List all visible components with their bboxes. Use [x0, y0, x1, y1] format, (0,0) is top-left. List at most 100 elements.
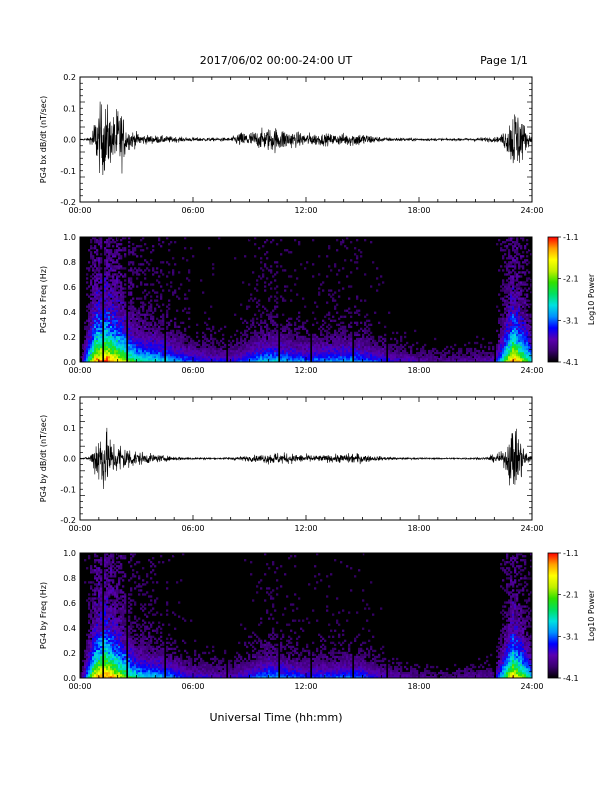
spectrogram-cell: [98, 299, 101, 302]
spectrogram-cell: [178, 345, 181, 349]
spectrogram-cell: [170, 343, 173, 347]
spectrogram-cell: [508, 297, 511, 300]
spectrogram-cell: [108, 283, 111, 286]
spectrogram-cell: [298, 347, 301, 351]
spectrogram-cell: [106, 329, 109, 333]
spectrogram-cell: [326, 325, 329, 329]
spectrogram-cell: [526, 251, 529, 254]
spectrogram-cell: [508, 249, 511, 252]
spectrogram-cell: [90, 567, 93, 570]
spectrogram-cell: [478, 355, 481, 359]
spectrogram-cell: [158, 319, 161, 322]
spectrogram-cell: [136, 329, 139, 333]
spectrogram-cell: [468, 347, 471, 351]
spectrogram-cell: [172, 273, 175, 276]
spectrogram-cell: [376, 347, 379, 351]
spectrogram-cell: [300, 357, 303, 361]
spectrogram-cell: [216, 347, 219, 351]
spectrogram-cell: [342, 331, 345, 335]
spectrogram-cell: [108, 345, 111, 349]
spectrogram-cell: [108, 263, 111, 266]
spectrogram-cell: [194, 347, 197, 351]
spectrogram-cell: [322, 337, 325, 341]
spectrogram-cell: [268, 335, 271, 339]
spectrogram-cell: [84, 339, 87, 343]
spectrogram-cell: [170, 329, 173, 333]
spectrogram-cell: [130, 311, 133, 314]
spectrogram-cell: [134, 353, 137, 357]
spectrogram-cell: [158, 359, 161, 363]
spectrogram-cell: [166, 351, 169, 355]
spectrogram-cell: [98, 325, 101, 329]
spectrogram-cell: [96, 241, 99, 244]
spectrogram-cell: [396, 349, 399, 353]
spectrogram-cell: [82, 343, 85, 347]
spectrogram-cell: [112, 245, 115, 248]
spectrogram-cell: [92, 655, 95, 659]
spectrogram-cell: [394, 357, 397, 361]
spectrogram-cell: [150, 339, 153, 343]
spectrogram-cell: [454, 357, 457, 361]
spectrogram-cell: [512, 305, 515, 308]
spectrogram-cell: [178, 271, 181, 274]
spectrogram-cell: [356, 333, 359, 337]
spectrogram-cell: [374, 341, 377, 345]
spectrogram-cell: [104, 289, 107, 292]
spectrogram-cell: [108, 241, 111, 244]
spectrogram-cell: [114, 343, 117, 347]
spectrogram-cell: [306, 337, 309, 341]
spectrogram-cell: [134, 271, 137, 274]
spectrogram-cell: [144, 339, 147, 343]
spectrogram-cell: [84, 559, 87, 562]
spectrogram-cell: [154, 307, 157, 310]
spectrogram-cell: [514, 319, 517, 322]
spectrogram-cell: [274, 287, 277, 290]
spectrogram-cell: [342, 267, 345, 270]
spectrogram-cell: [130, 291, 133, 294]
spectrogram-cell: [92, 263, 95, 266]
spectrogram-cell: [326, 351, 329, 355]
spectrogram-cell: [202, 347, 205, 351]
spectrogram-cell: [184, 327, 187, 331]
spectrogram-cell: [90, 333, 93, 337]
spectrogram-cell: [110, 285, 113, 288]
spectrogram-cell: [114, 269, 117, 272]
spectrogram-cell: [128, 241, 131, 244]
spectrogram-cell: [314, 337, 317, 341]
spectrogram-cell: [508, 239, 511, 242]
spectrogram-cell: [178, 349, 181, 353]
spectrogram-cell: [86, 653, 89, 657]
spectrogram-cell: [82, 351, 85, 355]
spectrogram-cell: [302, 349, 305, 353]
spectrogram-cell: [516, 343, 519, 347]
spectrogram-cell: [92, 651, 95, 655]
spectrogram-cell: [146, 293, 149, 296]
spectrogram-cell: [230, 351, 233, 355]
spectrogram-cell: [140, 359, 143, 363]
spectrogram-cell: [314, 341, 317, 345]
spectrogram-cell: [180, 333, 183, 337]
spectrogram-cell: [94, 355, 97, 359]
spectrogram-cell: [116, 251, 119, 254]
spectrogram-cell: [324, 337, 327, 341]
spectrogram-cell: [528, 277, 531, 280]
spectrogram-cell: [106, 297, 109, 300]
spectrogram-cell: [198, 359, 201, 363]
spectrogram-cell: [92, 627, 95, 630]
spectrogram-cell: [512, 355, 515, 359]
spectrogram-cell: [332, 333, 335, 337]
spectrogram-cell: [148, 313, 151, 316]
spectrogram-cell: [326, 355, 329, 359]
spectrogram-cell: [506, 329, 509, 333]
spectrogram-cell: [522, 327, 525, 331]
spectrogram-cell: [90, 571, 93, 574]
spectrogram-cell: [300, 353, 303, 357]
spectrogram-cell: [368, 355, 371, 359]
spectrogram-cell: [92, 611, 95, 614]
spectrogram-cell: [362, 339, 365, 343]
spectrogram-cell: [322, 289, 325, 292]
spectrogram-cell: [94, 637, 97, 640]
spectrogram-cell: [134, 253, 137, 256]
spectrogram-cell: [170, 341, 173, 345]
spectrogram-cell: [120, 257, 123, 260]
